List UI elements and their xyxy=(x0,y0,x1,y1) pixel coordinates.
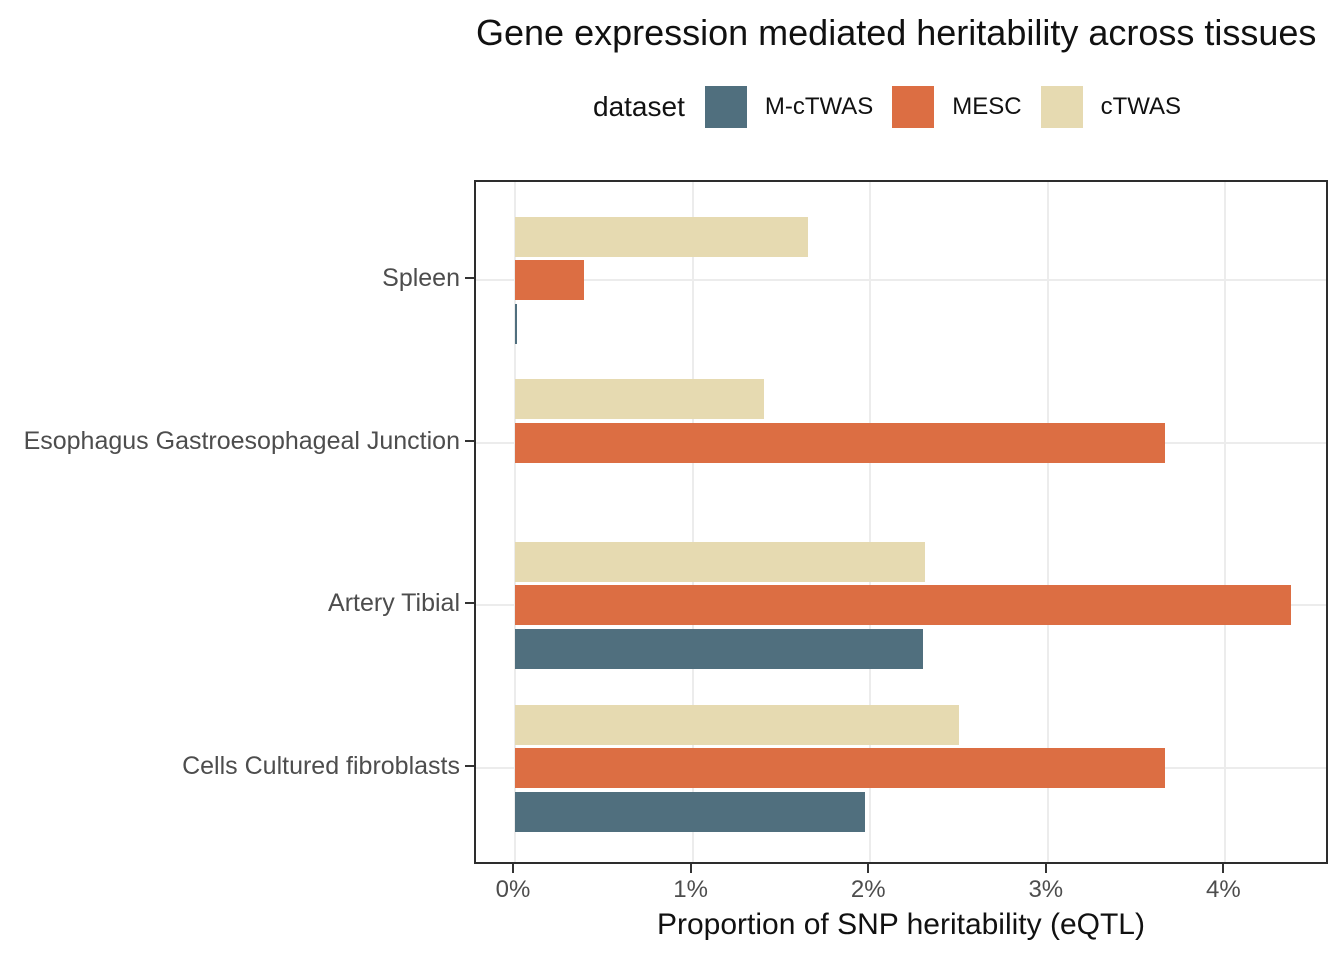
bar-ctwas-4 xyxy=(515,704,959,745)
bar-m-ctwas-4 xyxy=(515,791,865,832)
bar-m-ctwas-1 xyxy=(515,303,517,344)
x-gridline xyxy=(869,182,872,862)
x-tick-mark xyxy=(689,864,692,873)
bar-ctwas-1 xyxy=(515,216,809,257)
plot-panel xyxy=(474,180,1328,864)
y-tick-label: Cells Cultured fibroblasts xyxy=(182,752,460,781)
x-tick-label: 1% xyxy=(673,876,708,903)
x-tick-label: 2% xyxy=(850,876,886,903)
x-gridline xyxy=(691,182,694,862)
x-tick-mark xyxy=(1044,864,1047,873)
x-tick-mark xyxy=(867,864,870,873)
x-gridline xyxy=(1224,182,1227,862)
x-tick-mark xyxy=(1222,864,1225,873)
chart-title: Gene expression mediated heritability ac… xyxy=(476,12,1317,53)
x-tick-label: 4% xyxy=(1206,876,1241,903)
bar-ctwas-2 xyxy=(515,379,764,420)
legend-label: cTWAS xyxy=(1100,93,1182,120)
bar-ctwas-3 xyxy=(515,541,926,582)
legend-item-mesc: MESC xyxy=(892,86,1022,128)
legend-swatch-m-ctwas xyxy=(704,86,747,128)
x-gridline xyxy=(514,182,516,862)
x-tick-label: 3% xyxy=(1028,876,1064,903)
y-tick-label: Artery Tibial xyxy=(328,589,460,618)
legend: dataset M-cTWAS MESC cTWAS xyxy=(593,84,1200,130)
legend-title: dataset xyxy=(593,91,685,122)
legend-label: M-cTWAS xyxy=(764,93,874,120)
y-tick-mark xyxy=(465,602,474,605)
legend-swatch-mesc xyxy=(892,86,935,128)
bar-mesc-4 xyxy=(515,748,1166,789)
bar-m-ctwas-3 xyxy=(515,628,924,669)
y-tick-mark xyxy=(465,765,474,768)
bar-mesc-1 xyxy=(515,260,585,300)
y-tick-mark xyxy=(465,439,474,442)
x-tick-label: 0% xyxy=(495,876,531,903)
bar-mesc-3 xyxy=(515,585,1292,626)
legend-swatch-ctwas xyxy=(1040,86,1083,128)
x-axis-title: Proportion of SNP heritability (eQTL) xyxy=(657,908,1145,941)
x-gridline xyxy=(1046,182,1049,862)
y-gridline xyxy=(476,279,1326,281)
y-tick-label: Esophagus Gastroesophageal Junction xyxy=(23,426,460,455)
legend-item-m-ctwas: M-cTWAS xyxy=(704,86,874,128)
legend-label: MESC xyxy=(952,93,1022,120)
bar-mesc-2 xyxy=(515,422,1166,463)
y-tick-mark xyxy=(465,277,474,279)
y-tick-label: Spleen xyxy=(382,264,460,292)
x-tick-mark xyxy=(512,864,514,873)
legend-item-ctwas: cTWAS xyxy=(1040,86,1182,128)
